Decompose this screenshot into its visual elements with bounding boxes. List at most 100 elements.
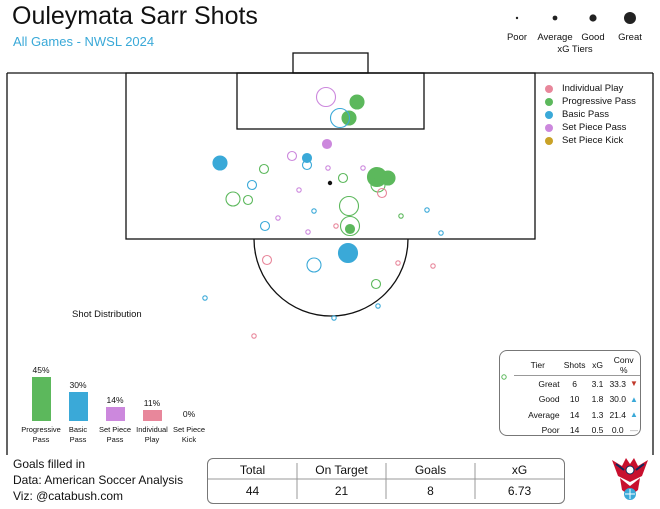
shot-marker [258,163,270,175]
shot-marker [296,187,302,193]
bar-value-label: 30% [69,379,87,390]
shot-marker [306,257,322,273]
distribution-bar [142,410,162,421]
summary-dividers [208,463,564,499]
shot-marker [339,215,361,237]
viz-credit: Viz: @catabush.com [13,489,124,503]
data-source: Data: American Soccer Analysis [13,473,184,487]
shot-marker [261,254,273,266]
legend-label: Basic Pass [562,109,609,120]
cell-tier: Poor [541,425,560,436]
legend-swatch [545,84,553,93]
tier-marker-great [624,12,636,24]
shot-marker [424,207,430,213]
shot-marker [380,170,396,186]
shot-marker [430,263,436,269]
goals-note: Goals filled in [13,457,86,471]
bar-value-label: 45% [32,365,50,375]
page-title: Ouleymata Sarr Shots [12,2,258,30]
legend-label: Set Piece Pass [562,122,627,133]
distribution-bar [31,377,51,421]
shot-marker [370,278,382,290]
distribution-title: Shot Distribution [72,309,142,320]
legend-swatch [545,136,553,145]
cell-shots: 6 [572,378,577,389]
legend-item-basic-pass: Basic Pass [545,108,636,121]
shot-marker [398,213,404,219]
distribution-bar [105,407,125,421]
shot-marker [337,242,359,264]
legend-swatch [545,123,553,132]
cell-xg: 1.3 [591,409,604,420]
shot-marker [329,107,351,129]
goal-frame [292,52,369,74]
tier-label-good: Good [581,32,605,43]
summary-label: xG [511,463,528,477]
shot-marker [349,94,365,110]
summary-on-target: On Target 21 [297,459,386,503]
shot-marker [225,191,241,207]
legend-item-set-piece-pass: Set Piece Pass [545,121,636,134]
tier-label-poor: Poor [506,32,528,43]
legend-item-progressive-pass: Progressive Pass [545,95,636,108]
tier-marker-poor [515,16,519,20]
eagle-crest-icon [612,458,648,500]
legend-label: Progressive Pass [562,96,636,107]
trend-down-icon: ▼ [630,379,638,389]
penalty-spot [327,180,333,186]
shot-marker [360,165,366,171]
shot-marker [251,333,257,339]
shot-marker [242,194,254,206]
summary-value: 44 [245,484,260,498]
cell-conv: 0.0 [611,425,624,436]
footer-notes: Goals filled in Data: American Soccer An… [13,456,183,504]
bar-value-label: 11% [143,398,161,409]
col-tier: Tier [514,355,562,376]
bar-category-label: Individual Play [136,425,168,444]
legend-item-set-piece-kick: Set Piece Kick [545,134,636,147]
shot-marker [301,159,313,171]
pitch-lines [6,52,654,455]
shot-marker [338,195,360,217]
shots-layer [202,86,444,339]
bar-value-label: 0% [182,409,196,419]
cell-tier: Average [528,409,560,420]
bar-category-label: Basic Pass [68,425,88,444]
summary-goals: Goals 8 [386,459,475,503]
cell-xg: 1.8 [591,394,604,405]
shot-marker [344,223,356,235]
trend-up-icon: ▲ [630,410,638,420]
shot-marker [246,179,258,191]
legend-label: Individual Play [562,83,624,94]
trend-up-icon: ▲ [630,394,638,404]
table-row: Great 6 3.1 33.3 ▼ [514,376,640,392]
shot-marker [395,260,401,266]
summary-label: On Target [315,463,368,477]
distribution-chart: 45% Progressive Pass 30% Basic Pass 14% Set Pie… [0,0,220,450]
shot-marker [286,150,298,162]
col-xg: xG [587,355,608,376]
xg-tiers-title: xG Tiers [557,44,593,55]
shot-marker [301,152,313,164]
legend-swatch [545,110,553,119]
summary-total: Total 44 [208,459,297,503]
cell-tier: Good [538,394,560,405]
shot-marker [376,187,388,199]
summary-box: Total 44 On Target 21 Goals 8 xG 6.73 [207,458,565,504]
table-row: Average 14 1.3 21.4 ▲ [514,407,640,423]
cell-xg: 0.5 [591,425,604,436]
shot-marker [311,208,317,214]
cell-tier: Great [538,378,560,389]
xg-tiers-markers [515,12,636,24]
col-shots: Shots [561,355,588,376]
trend-flat-icon: — [630,425,638,435]
cell-shots: 14 [569,425,580,436]
summary-value: 6.73 [507,484,532,498]
page-subtitle: All Games - NWSL 2024 [13,34,155,49]
cell-conv: 30.0 [609,394,626,405]
shot-marker [202,295,208,301]
shot-marker [259,220,271,232]
shot-marker [375,303,381,309]
summary-value: 8 [427,484,434,498]
